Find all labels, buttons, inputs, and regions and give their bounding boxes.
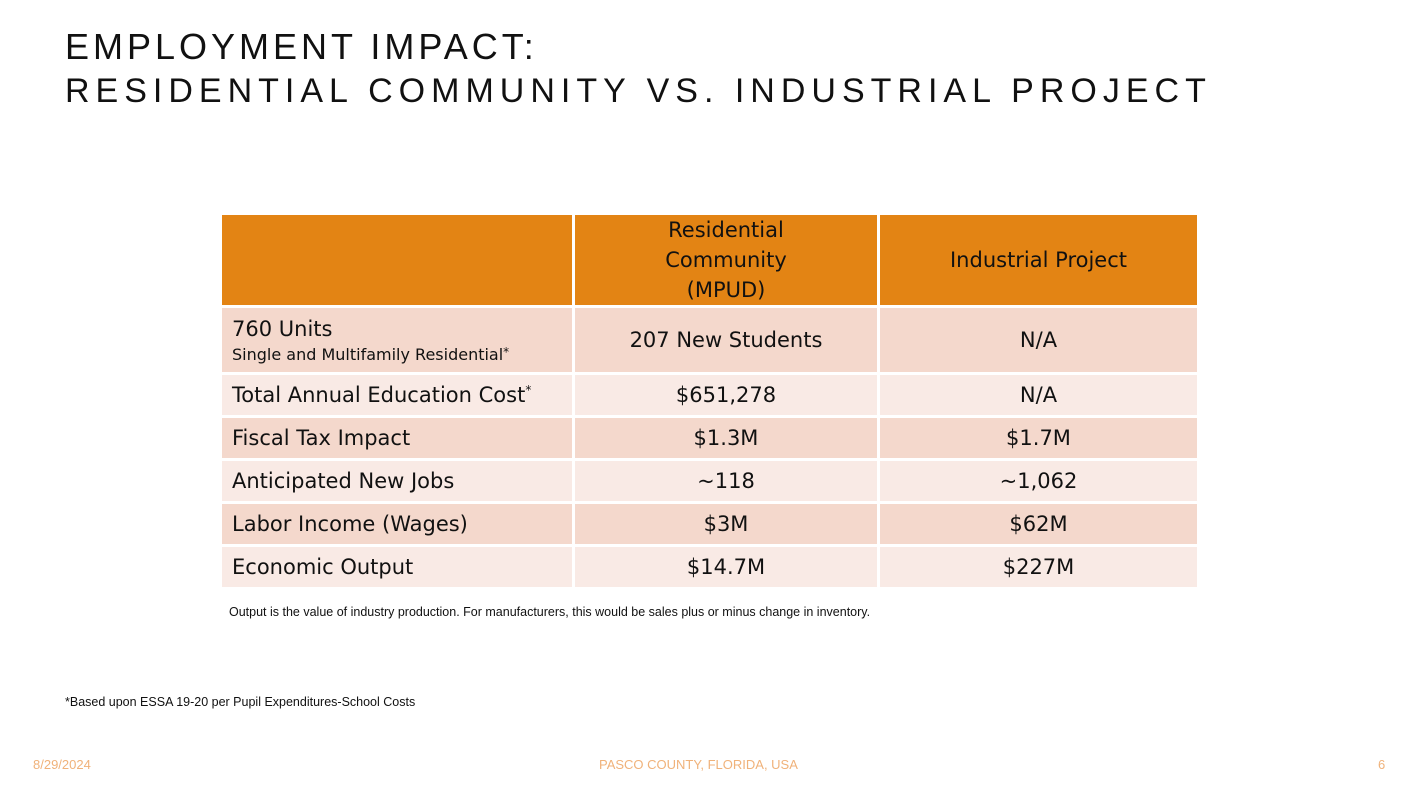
- row-label: Labor Income (Wages): [219, 501, 575, 547]
- table-row: Fiscal Tax Impact $1.3M $1.7M: [219, 415, 1200, 461]
- table-row: Total Annual Education Cost* $651,278 N/…: [219, 372, 1200, 418]
- industrial-value: ~1,062: [877, 458, 1200, 504]
- row-label: Fiscal Tax Impact: [219, 415, 575, 461]
- title-line-2: RESIDENTIAL COMMUNITY VS. INDUSTRIAL PRO…: [65, 72, 1212, 110]
- industrial-value: N/A: [877, 305, 1200, 375]
- table-row: Anticipated New Jobs ~118 ~1,062: [219, 458, 1200, 504]
- industrial-value: $1.7M: [877, 415, 1200, 461]
- row-label: Total Annual Education Cost*: [219, 372, 575, 418]
- row-label: Economic Output: [219, 544, 575, 590]
- residential-value: $651,278: [572, 372, 880, 418]
- page-number: 6: [1378, 757, 1386, 772]
- label-subtext: Single and Multifamily Residential*: [232, 345, 562, 364]
- row-label: Anticipated New Jobs: [219, 458, 575, 504]
- residential-value: $14.7M: [572, 544, 880, 590]
- residential-value: 207 New Students: [572, 305, 880, 375]
- header-industrial: Industrial Project: [877, 212, 1200, 308]
- industrial-value: $227M: [877, 544, 1200, 590]
- comparison-table: Residential Community (MPUD) Industrial …: [219, 212, 1200, 590]
- asterisk: *: [525, 383, 532, 397]
- asterisk: *: [503, 344, 510, 359]
- table-row: 760 Units Single and Multifamily Resident…: [219, 305, 1200, 375]
- industrial-value: N/A: [877, 372, 1200, 418]
- footnote: *Based upon ESSA 19-20 per Pupil Expendi…: [65, 695, 416, 709]
- header-blank: [219, 212, 575, 308]
- row-label: 760 Units Single and Multifamily Resident…: [219, 305, 575, 375]
- table-header-row: Residential Community (MPUD) Industrial …: [219, 212, 1200, 308]
- residential-value: $1.3M: [572, 415, 880, 461]
- footer-date: 8/29/2024: [33, 757, 91, 772]
- residential-value: ~118: [572, 458, 880, 504]
- residential-value: $3M: [572, 501, 880, 547]
- subtext: Single and Multifamily Residential: [232, 344, 504, 364]
- title-line-1: EMPLOYMENT IMPACT:: [65, 26, 538, 67]
- output-note: Output is the value of industry producti…: [229, 605, 871, 619]
- footer-location: PASCO COUNTY, FLORIDA, USA: [599, 757, 798, 772]
- table-row: Economic Output $14.7M $227M: [219, 544, 1200, 590]
- header-residential: Residential Community (MPUD): [572, 212, 880, 308]
- table-row: Labor Income (Wages) $3M $62M: [219, 501, 1200, 547]
- label-text: 760 Units: [232, 316, 333, 341]
- industrial-value: $62M: [877, 501, 1200, 547]
- label-text: Total Annual Education Cost: [232, 383, 526, 407]
